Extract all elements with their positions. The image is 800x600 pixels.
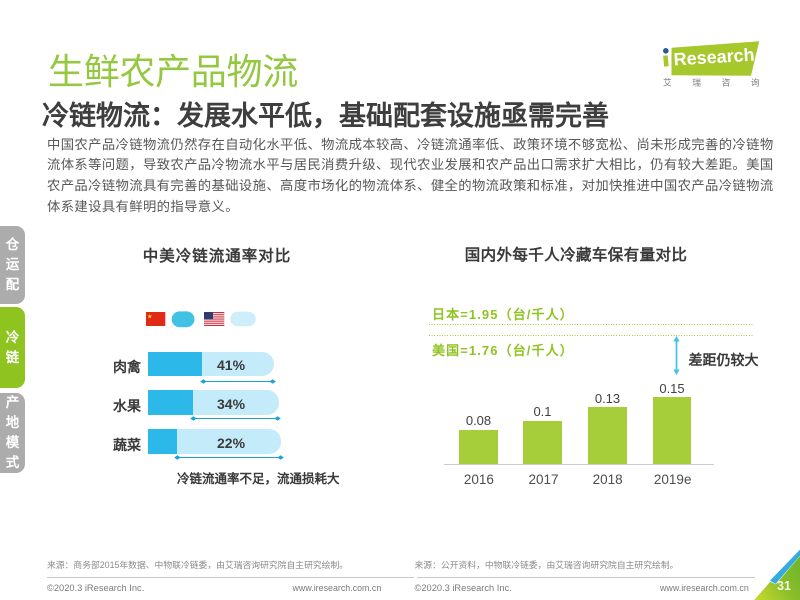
svg-text:Research: Research	[673, 45, 755, 70]
svg-text:31: 31	[777, 579, 791, 593]
svg-text:艾瑞咨询: 艾瑞咨询	[663, 77, 780, 88]
